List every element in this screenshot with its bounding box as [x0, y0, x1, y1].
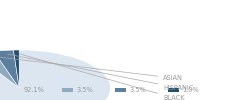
- Wedge shape: [0, 50, 110, 100]
- FancyBboxPatch shape: [168, 88, 179, 92]
- Wedge shape: [13, 50, 19, 88]
- Text: 3.5%: 3.5%: [77, 87, 94, 93]
- Wedge shape: [0, 50, 19, 88]
- Text: HISPANIC: HISPANIC: [7, 54, 194, 91]
- Wedge shape: [0, 52, 19, 88]
- FancyBboxPatch shape: [62, 88, 73, 92]
- Text: 92.1%: 92.1%: [24, 87, 45, 93]
- Text: 3.5%: 3.5%: [130, 87, 146, 93]
- Text: WHITE: WHITE: [0, 72, 39, 100]
- Text: ASIAN: ASIAN: [0, 56, 183, 81]
- FancyBboxPatch shape: [10, 88, 20, 92]
- Text: 1.0%: 1.0%: [182, 87, 199, 93]
- FancyBboxPatch shape: [115, 88, 126, 92]
- Text: BLACK: BLACK: [19, 54, 185, 100]
